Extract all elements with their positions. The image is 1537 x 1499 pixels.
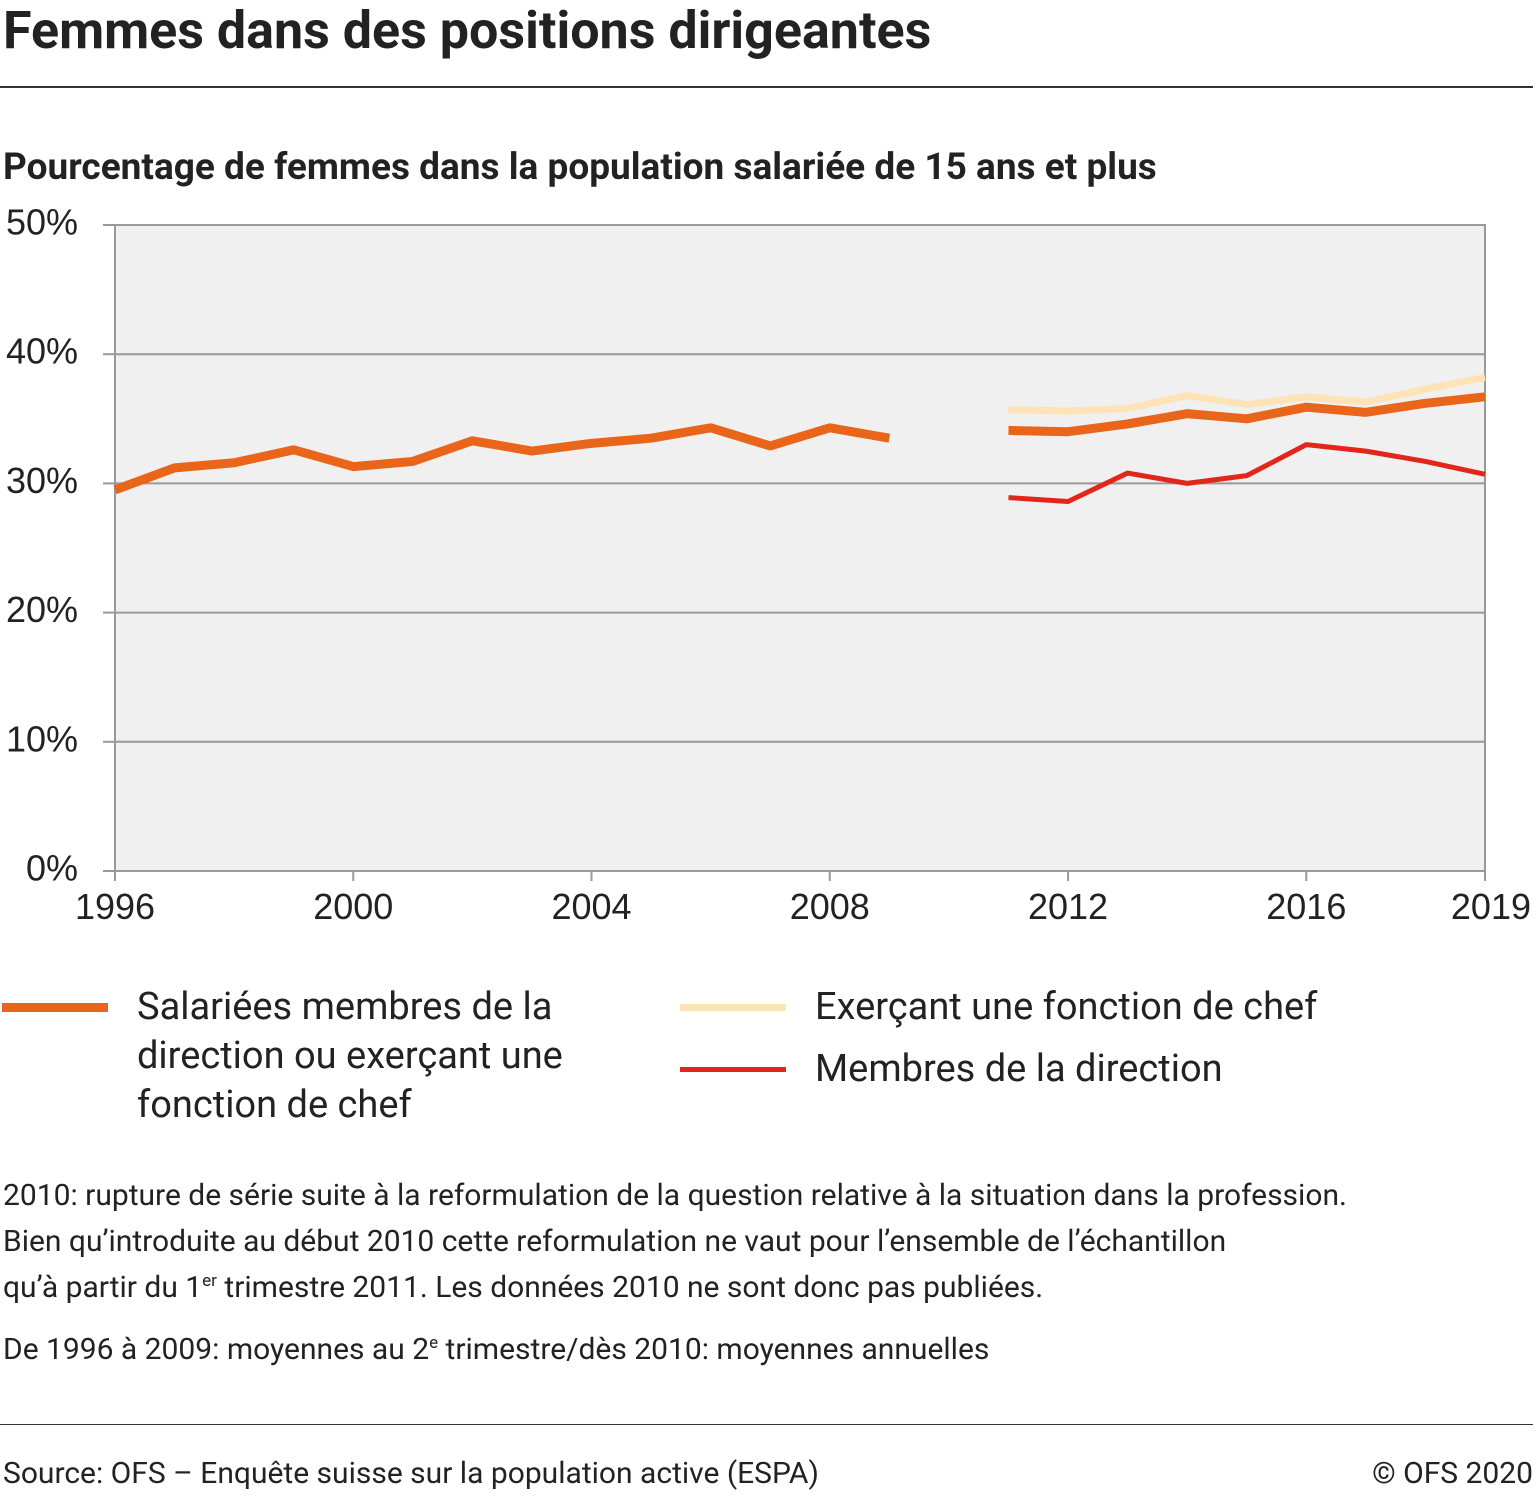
note-text: qu’à partir du 1 bbox=[3, 1270, 203, 1305]
x-tick-label: 2008 bbox=[790, 886, 870, 927]
legend-swatch bbox=[2, 1002, 108, 1012]
note-text: trimestre 2011. Les données 2010 ne sont… bbox=[216, 1270, 1044, 1305]
x-tick-label: 1996 bbox=[75, 886, 155, 927]
y-tick-label: 50% bbox=[6, 202, 78, 243]
x-tick-label: 2012 bbox=[1028, 886, 1108, 927]
x-tick-label: 2004 bbox=[551, 886, 631, 927]
source: Source: OFS – Enquête suisse sur la popu… bbox=[3, 1456, 819, 1491]
chart-subtitle: Pourcentage de femmes dans la population… bbox=[3, 146, 1157, 189]
note-text: trimestre/dès 2010: moyennes annuelles bbox=[438, 1332, 990, 1367]
note-superscript: e bbox=[429, 1333, 439, 1353]
note-line: Bien qu’introduite au début 2010 cette r… bbox=[3, 1224, 1226, 1259]
y-tick-label: 40% bbox=[6, 331, 78, 372]
note-text: De 1996 à 2009: moyennes au 2 bbox=[3, 1332, 430, 1367]
x-tick-label: 2016 bbox=[1266, 886, 1346, 927]
x-tick-label: 2000 bbox=[313, 886, 393, 927]
note-text: 2010: rupture de série suite à la reform… bbox=[3, 1178, 1347, 1213]
copyright: © OFS 2020 bbox=[1372, 1456, 1533, 1491]
series-line bbox=[1008, 442, 1486, 504]
y-tick-label: 20% bbox=[6, 589, 78, 630]
legend-label: Membres de la direction bbox=[815, 1047, 1223, 1091]
note-superscript: er bbox=[202, 1271, 217, 1291]
note-line: qu’à partir du 1er trimestre 2011. Les d… bbox=[3, 1270, 1043, 1305]
note-line: De 1996 à 2009: moyennes au 2e trimestre… bbox=[3, 1332, 989, 1367]
note-text: Bien qu’introduite au début 2010 cette r… bbox=[3, 1224, 1227, 1259]
chart: 0% 10% 20% 30% 40% 50% 1996 2000 2004 2008 2012 201… bbox=[6, 202, 1531, 927]
x-tick-label: 2019 bbox=[1451, 886, 1531, 927]
title-rule bbox=[0, 86, 1533, 88]
y-tick-label: 30% bbox=[6, 460, 78, 501]
legend-label: Exerçant une fonction de chef bbox=[815, 985, 1318, 1029]
legend-swatch bbox=[680, 1066, 786, 1072]
y-tick-label: 0% bbox=[26, 848, 78, 889]
legend-label: Salariées membres de la direction ou exe… bbox=[137, 985, 563, 1127]
legend-swatch bbox=[680, 1003, 786, 1011]
note-line: 2010: rupture de série suite à la reform… bbox=[3, 1178, 1347, 1213]
source-rule bbox=[0, 1424, 1533, 1425]
y-tick-label: 10% bbox=[6, 718, 78, 759]
chart-title: Femmes dans des positions dirigeantes bbox=[3, 0, 932, 61]
plot-area bbox=[114, 224, 1486, 872]
series-line bbox=[1008, 374, 1486, 415]
series-line bbox=[113, 392, 1486, 495]
